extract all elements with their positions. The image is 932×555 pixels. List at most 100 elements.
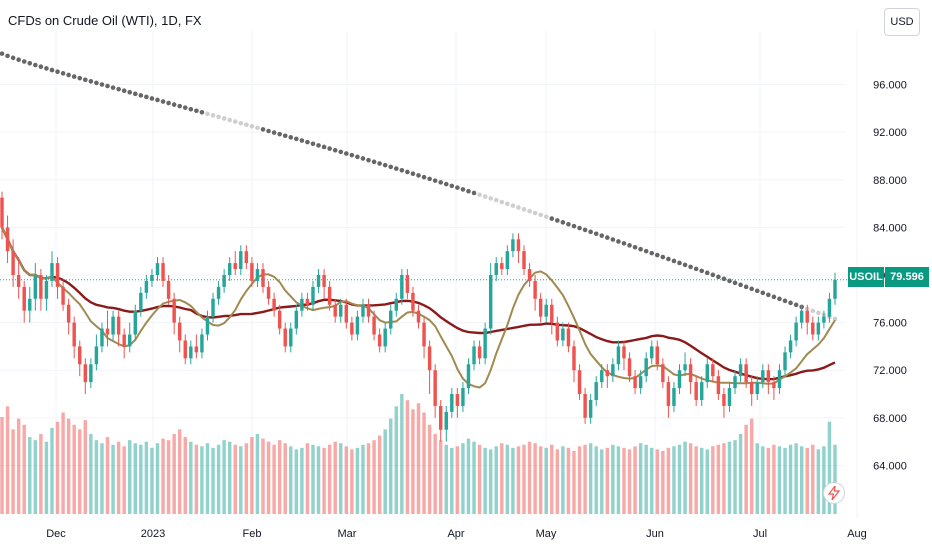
ma-slow-dot bbox=[671, 258, 677, 264]
candle-body bbox=[411, 292, 415, 311]
candle-body bbox=[277, 310, 282, 329]
ma-slow-dot bbox=[432, 178, 438, 183]
ma-slow-dot bbox=[788, 300, 793, 306]
ma-slow-dot bbox=[466, 188, 471, 194]
volume-bar bbox=[183, 437, 187, 514]
volume-bar bbox=[239, 446, 243, 514]
ma-slow-dot bbox=[60, 71, 66, 76]
candle-body bbox=[622, 346, 626, 359]
candle bbox=[822, 310, 826, 329]
candle-body bbox=[500, 263, 504, 270]
candle bbox=[588, 394, 593, 424]
candle-body bbox=[538, 298, 543, 317]
volume-bar bbox=[511, 447, 515, 514]
ma-slow-dot bbox=[421, 174, 427, 180]
ma-slow-dot bbox=[577, 225, 582, 231]
candle bbox=[161, 257, 165, 287]
candle bbox=[738, 358, 743, 383]
candle-body bbox=[788, 340, 793, 353]
candle bbox=[61, 280, 65, 311]
volume-bar bbox=[372, 440, 376, 514]
candle-body bbox=[588, 399, 593, 418]
volume-bar bbox=[277, 440, 282, 514]
ma-slow-dot bbox=[649, 250, 655, 256]
candle bbox=[550, 298, 554, 335]
candle bbox=[672, 382, 676, 412]
ma-slow-dot bbox=[249, 123, 255, 129]
candle-body bbox=[555, 322, 560, 341]
candle bbox=[194, 334, 199, 359]
candle-body bbox=[694, 382, 698, 400]
ma-slow-dot bbox=[288, 135, 294, 140]
volume-bar bbox=[583, 444, 587, 514]
candle-body bbox=[283, 328, 287, 347]
ma-slow-dot bbox=[521, 207, 527, 212]
candle-body bbox=[805, 310, 809, 323]
candle bbox=[22, 280, 26, 323]
volume-bar bbox=[89, 434, 93, 514]
candle-body bbox=[661, 364, 665, 383]
candle bbox=[177, 316, 182, 353]
candle bbox=[816, 316, 821, 341]
candle-body bbox=[172, 298, 176, 323]
ma-slow-dot bbox=[488, 196, 493, 201]
volume-bar bbox=[300, 447, 304, 514]
lightning-icon[interactable] bbox=[823, 482, 845, 504]
candle bbox=[527, 263, 532, 287]
volume-bar bbox=[233, 444, 237, 514]
ma-slow-dot bbox=[216, 114, 221, 120]
currency-button[interactable]: USD bbox=[884, 8, 920, 36]
candle-body bbox=[655, 346, 660, 365]
volume-bar bbox=[533, 443, 537, 514]
ma-slow-dot bbox=[316, 143, 321, 148]
volume-bar bbox=[33, 440, 38, 514]
candle-body bbox=[11, 251, 15, 275]
ma-slow-dot bbox=[199, 109, 205, 115]
candle bbox=[366, 298, 371, 323]
volume-bar bbox=[55, 421, 60, 514]
candle-body bbox=[488, 275, 493, 329]
candle bbox=[444, 405, 448, 442]
candle bbox=[216, 280, 221, 305]
candle-body bbox=[727, 388, 732, 406]
candle-body bbox=[372, 316, 376, 335]
volume-bar bbox=[616, 446, 621, 514]
candle-body bbox=[605, 370, 610, 377]
ma-slow-dot bbox=[255, 125, 260, 131]
volume-bar bbox=[761, 446, 765, 514]
candle-body bbox=[139, 292, 143, 311]
candle bbox=[627, 352, 632, 383]
candle-body bbox=[150, 275, 154, 281]
ma-slow-dot bbox=[616, 239, 621, 244]
candle bbox=[277, 304, 282, 335]
candle-body bbox=[444, 411, 448, 430]
volume-bar bbox=[488, 449, 493, 514]
volume-bar bbox=[150, 447, 154, 514]
ma-slow-dot bbox=[132, 91, 138, 97]
volume-bar bbox=[494, 446, 498, 514]
candle bbox=[11, 239, 15, 287]
ma-slow-dot bbox=[149, 96, 155, 101]
candle-body bbox=[350, 322, 354, 335]
candle-body bbox=[89, 364, 93, 383]
ma-slow-dot bbox=[0, 51, 5, 56]
x-tick-label: Jul bbox=[753, 528, 767, 540]
ma-slow-dot bbox=[471, 190, 477, 196]
candle-body bbox=[216, 286, 221, 299]
ma-slow-dot bbox=[332, 147, 338, 153]
ma-slow-dot bbox=[244, 122, 249, 128]
candle bbox=[705, 358, 709, 389]
candle-body bbox=[766, 370, 771, 383]
volume-bar bbox=[422, 412, 426, 514]
candle-body bbox=[105, 328, 110, 335]
volume-bar bbox=[738, 434, 743, 514]
ma-slow-dot bbox=[49, 67, 55, 73]
volume-bar bbox=[766, 447, 771, 514]
candle-body bbox=[772, 382, 776, 389]
candle bbox=[411, 286, 415, 317]
ma-slow-dot bbox=[282, 133, 288, 139]
candle-body bbox=[222, 275, 226, 287]
volume-bar bbox=[444, 444, 448, 514]
